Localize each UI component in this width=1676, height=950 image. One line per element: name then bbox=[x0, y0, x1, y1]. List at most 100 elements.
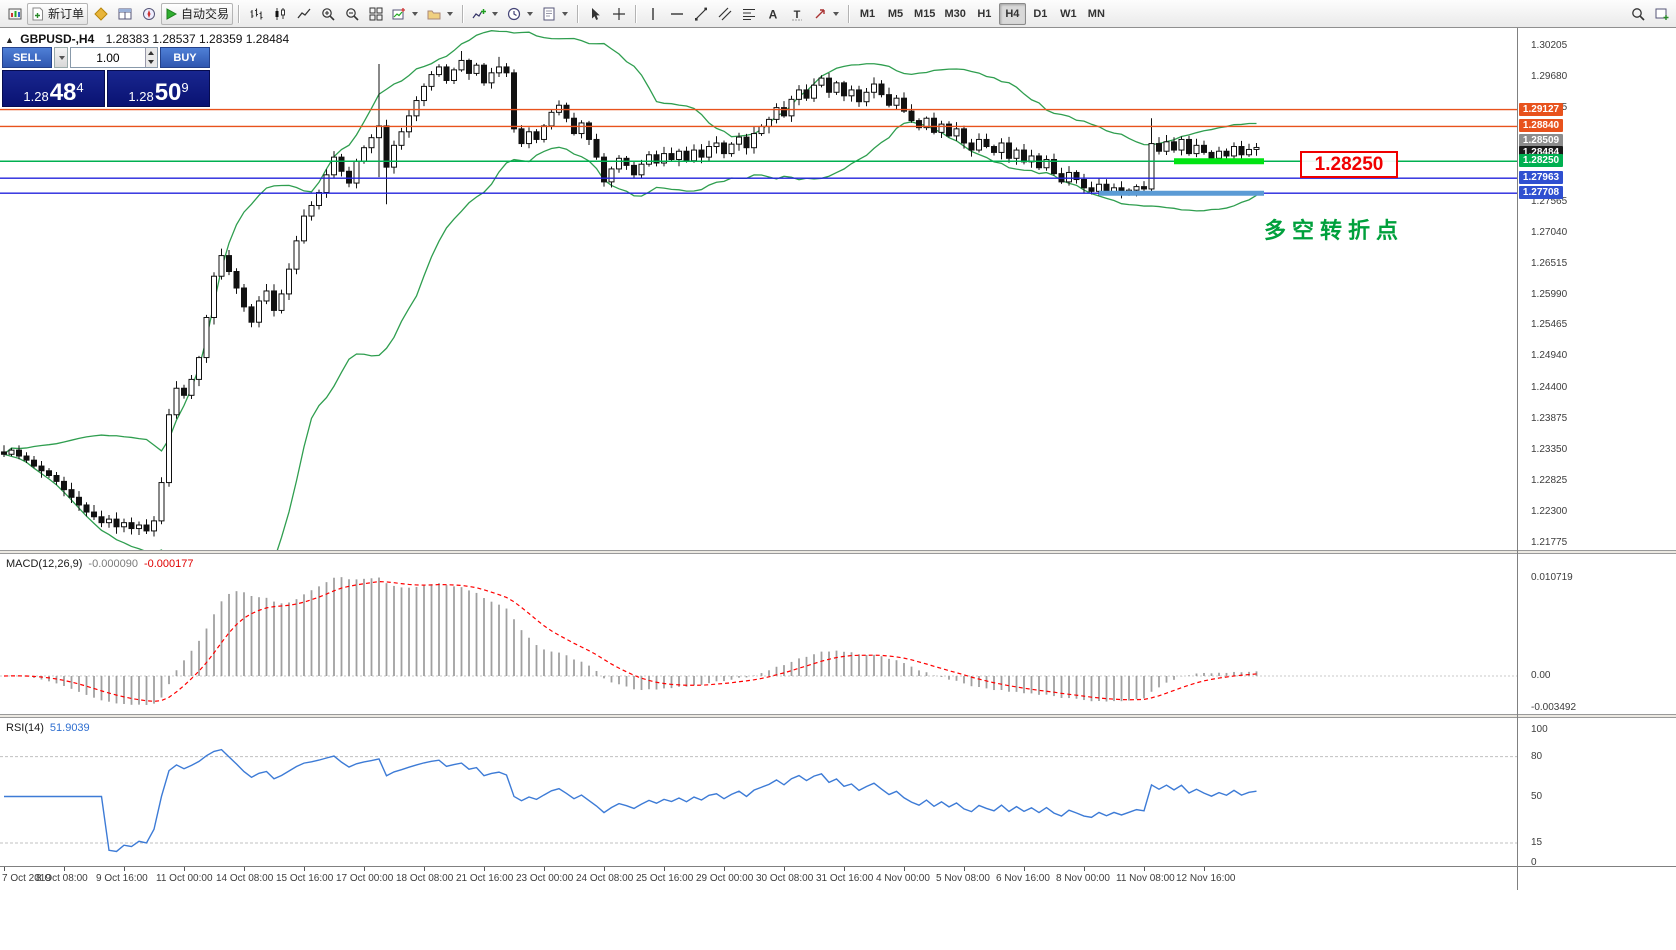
new-window-button[interactable] bbox=[1650, 3, 1673, 25]
new-order-button[interactable]: 新订单 bbox=[27, 2, 89, 25]
time-tick bbox=[1204, 867, 1205, 871]
timeframe-w1[interactable]: W1 bbox=[1055, 3, 1082, 25]
macd-axis-label: 0.00 bbox=[1531, 670, 1551, 681]
timeframe-m5[interactable]: M5 bbox=[882, 3, 909, 25]
rsi-chart-surface[interactable] bbox=[0, 718, 1517, 866]
symbol-name: GBPUSD-,H4 bbox=[20, 32, 95, 46]
one-click-options-button[interactable] bbox=[54, 47, 68, 68]
one-click-toggle[interactable]: ▲ bbox=[5, 35, 14, 45]
sell-price-button[interactable]: 1.28 48 4 bbox=[2, 70, 105, 107]
time-axis-label: 24 Oct 08:00 bbox=[576, 873, 634, 884]
indicators-button[interactable] bbox=[468, 3, 502, 25]
macd-axis-label: 0.010719 bbox=[1531, 572, 1573, 583]
label-tool-icon: T bbox=[790, 7, 804, 21]
arrows-caret-icon bbox=[833, 11, 840, 16]
periods-button[interactable] bbox=[503, 3, 537, 25]
timeframe-h1[interactable]: H1 bbox=[971, 3, 998, 25]
line-chart-button[interactable] bbox=[292, 3, 315, 25]
buy-price-main: 1.28 bbox=[128, 89, 154, 104]
tile-windows-button[interactable] bbox=[364, 3, 387, 25]
chart-menu-icon[interactable] bbox=[3, 3, 26, 25]
zoom-in-button[interactable] bbox=[316, 3, 339, 25]
macd-name: MACD(12,26,9) bbox=[6, 558, 83, 570]
fibonacci-tool-button[interactable] bbox=[737, 3, 760, 25]
timeframe-mn[interactable]: MN bbox=[1083, 3, 1110, 25]
svg-text:T: T bbox=[793, 9, 800, 21]
rsi-axis-label: 0 bbox=[1531, 857, 1537, 868]
volume-stepper bbox=[144, 48, 157, 67]
price-callout-label[interactable]: 1.28250 bbox=[1300, 151, 1398, 178]
svg-text:A: A bbox=[768, 7, 777, 21]
time-axis-label: 7 Oct 2019 bbox=[2, 873, 51, 884]
rsi-label: RSI(14) 51.9039 bbox=[6, 722, 90, 734]
time-tick bbox=[244, 867, 245, 871]
time-axis[interactable]: 7 Oct 2019 8 Oct 08:00 9 Oct 16:00 11 Oct 0… bbox=[0, 866, 1676, 890]
data-window-icon bbox=[118, 7, 132, 21]
time-axis-label: 21 Oct 16:00 bbox=[456, 873, 514, 884]
macd-main-value: -0.000090 bbox=[88, 558, 138, 570]
timeframe-d1[interactable]: D1 bbox=[1027, 3, 1054, 25]
trendline-tool-button[interactable] bbox=[689, 3, 712, 25]
cursor-tool-button[interactable] bbox=[583, 3, 606, 25]
time-axis-label: 4 Nov 00:00 bbox=[876, 873, 930, 884]
sell-button[interactable]: SELL bbox=[2, 47, 52, 68]
candlestick-chart-button[interactable] bbox=[268, 3, 291, 25]
axis-separator bbox=[1517, 28, 1518, 890]
macd-chart-surface[interactable] bbox=[0, 554, 1517, 714]
time-tick bbox=[1024, 867, 1025, 871]
price-axis-label: 1.29680 bbox=[1531, 70, 1568, 82]
time-axis-label: 17 Oct 00:00 bbox=[336, 873, 394, 884]
data-window-button[interactable] bbox=[113, 3, 136, 25]
price-chart-surface[interactable] bbox=[0, 28, 1517, 550]
time-axis-label: 8 Nov 00:00 bbox=[1056, 873, 1110, 884]
buy-price-button[interactable]: 1.28 50 9 bbox=[107, 70, 210, 107]
price-tag: 1.28509 bbox=[1519, 133, 1563, 147]
bollinger-lower-band bbox=[3, 121, 1257, 550]
timeframe-m1[interactable]: M1 bbox=[854, 3, 881, 25]
timeframe-m30[interactable]: M30 bbox=[940, 3, 969, 25]
time-tick bbox=[904, 867, 905, 871]
autotrading-button[interactable]: 自动交易 bbox=[161, 2, 234, 25]
channel-icon bbox=[718, 7, 732, 21]
time-tick bbox=[304, 867, 305, 871]
buy-price-sup: 9 bbox=[181, 80, 189, 95]
horizontal-line-tool-button[interactable] bbox=[665, 3, 688, 25]
macd-axis[interactable]: 0.010719 0.00 -0.003492 bbox=[1518, 554, 1676, 714]
vertical-line-tool-button[interactable] bbox=[641, 3, 664, 25]
timeframe-h4[interactable]: H4 bbox=[998, 2, 1026, 25]
new-order-label: 新订单 bbox=[48, 7, 85, 21]
profiles-button[interactable] bbox=[423, 3, 457, 25]
rsi-axis-label: 100 bbox=[1531, 724, 1548, 735]
horizontal-line-icon bbox=[670, 7, 684, 21]
volume-down-button[interactable] bbox=[145, 57, 157, 67]
pane-splitter[interactable] bbox=[0, 550, 1676, 554]
options-caret-icon bbox=[59, 55, 65, 60]
arrows-tool-button[interactable] bbox=[809, 3, 843, 25]
search-button[interactable] bbox=[1626, 3, 1649, 25]
market-watch-button[interactable] bbox=[89, 3, 112, 25]
volume-input[interactable] bbox=[71, 48, 145, 67]
navigator-button[interactable] bbox=[137, 3, 160, 25]
bar-chart-button[interactable] bbox=[244, 3, 267, 25]
chart-annotation-text[interactable]: 多空转折点 bbox=[1264, 218, 1405, 243]
buy-price-big: 50 bbox=[154, 78, 182, 106]
time-axis-label: 8 Oct 08:00 bbox=[36, 873, 88, 884]
price-axis-label: 1.24400 bbox=[1531, 382, 1568, 394]
sell-price-main: 1.28 bbox=[23, 89, 49, 104]
templates-button[interactable] bbox=[538, 3, 572, 25]
buy-button[interactable]: BUY bbox=[160, 47, 210, 68]
price-axis[interactable]: 1.302051.296801.291551.275651.270401.265… bbox=[1518, 28, 1676, 550]
pane-splitter[interactable] bbox=[0, 714, 1676, 718]
volume-up-button[interactable] bbox=[145, 48, 157, 58]
rsi-axis[interactable]: 100 80 50 15 0 bbox=[1518, 718, 1676, 868]
label-tool-button[interactable]: T bbox=[785, 3, 808, 25]
zoom-out-button[interactable] bbox=[340, 3, 363, 25]
crosshair-tool-button[interactable] bbox=[607, 3, 630, 25]
toolbar-separator bbox=[577, 4, 579, 23]
channel-tool-button[interactable] bbox=[713, 3, 736, 25]
text-tool-button[interactable]: A bbox=[761, 3, 784, 25]
time-axis-label: 12 Nov 16:00 bbox=[1176, 873, 1236, 884]
new-chart-button[interactable] bbox=[388, 3, 422, 25]
timeframe-m15[interactable]: M15 bbox=[910, 3, 939, 25]
macd-label: MACD(12,26,9) -0.000090 -0.000177 bbox=[6, 558, 194, 570]
